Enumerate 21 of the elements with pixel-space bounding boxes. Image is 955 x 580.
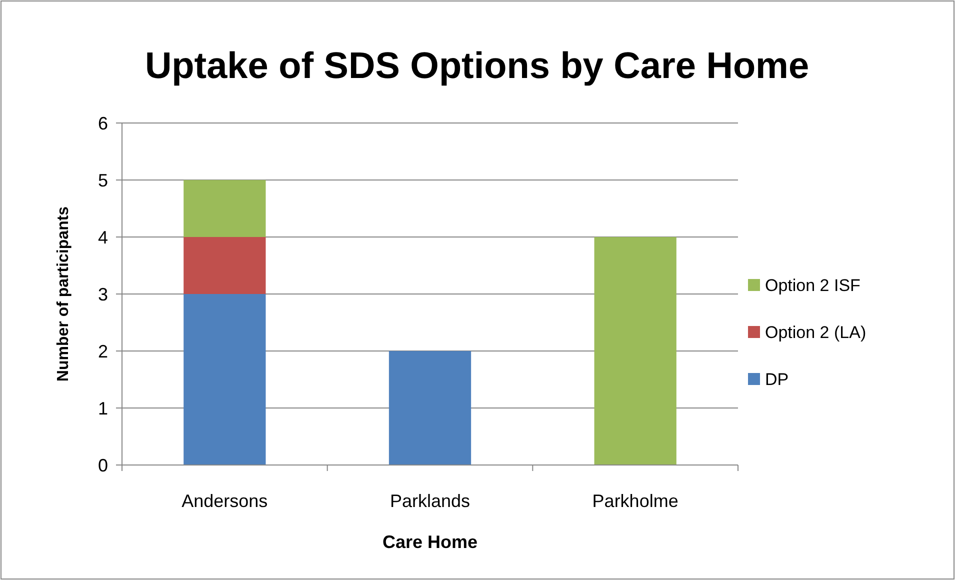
legend-label: Option 2 ISF (765, 276, 860, 295)
y-tick-label: 2 (98, 341, 108, 362)
x-tick-label: Parkholme (592, 491, 678, 511)
y-tick-label: 3 (98, 284, 108, 304)
bar (388, 351, 472, 465)
legend-label: DP (765, 370, 789, 389)
bar (184, 237, 266, 294)
y-tick-label: 1 (98, 398, 108, 418)
bar (184, 294, 266, 465)
x-tick-label: Parklands (390, 491, 470, 511)
bar (184, 180, 266, 237)
y-axis-title: Number of participants (55, 206, 72, 382)
y-tick-label: 6 (98, 113, 108, 134)
chart-title: Uptake of SDS Options by Care Home (144, 45, 810, 86)
legend-label: Option 2 (LA) (765, 322, 866, 342)
y-tick-label: 4 (98, 227, 108, 248)
y-tick-label: 0 (98, 455, 108, 476)
y-tick-label: 5 (98, 170, 108, 190)
x-tick-label: Andersons (182, 491, 268, 511)
bar (594, 237, 676, 465)
x-axis-title: Care Home (382, 532, 478, 552)
